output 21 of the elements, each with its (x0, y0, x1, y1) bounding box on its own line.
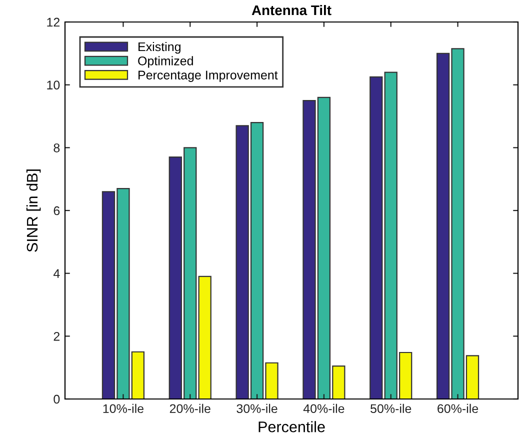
bar (198, 276, 212, 399)
legend-label: Percentage Improvement (138, 70, 278, 82)
chart-title: Antenna Tilt (252, 4, 332, 16)
y-axis-title: SINR [in dB] (26, 170, 41, 252)
y-tick-label: 10 (47, 80, 60, 90)
x-tick-label: 20%-ile (170, 404, 210, 414)
y-tick-label: 6 (54, 206, 60, 216)
bar (370, 76, 383, 399)
x-tick-label: 50%-ile (370, 404, 412, 414)
x-tick-label: 30%-ile (236, 404, 278, 414)
y-tick-label: 2 (54, 332, 60, 341)
y-tick-label: 12 (47, 18, 60, 27)
x-axis-title: Percentile (258, 421, 325, 432)
x-tick-label: 40%-ile (303, 404, 344, 414)
legend-label: Optimized (138, 56, 193, 68)
y-tick-label: 4 (53, 269, 60, 278)
x-tick-label: 10%-ile (103, 404, 144, 414)
legend-label: Existing (138, 42, 180, 54)
y-tick-label: 8 (54, 143, 60, 152)
x-tick-label: 60%-ile (438, 404, 478, 414)
y-tick-label: 0 (54, 394, 60, 404)
